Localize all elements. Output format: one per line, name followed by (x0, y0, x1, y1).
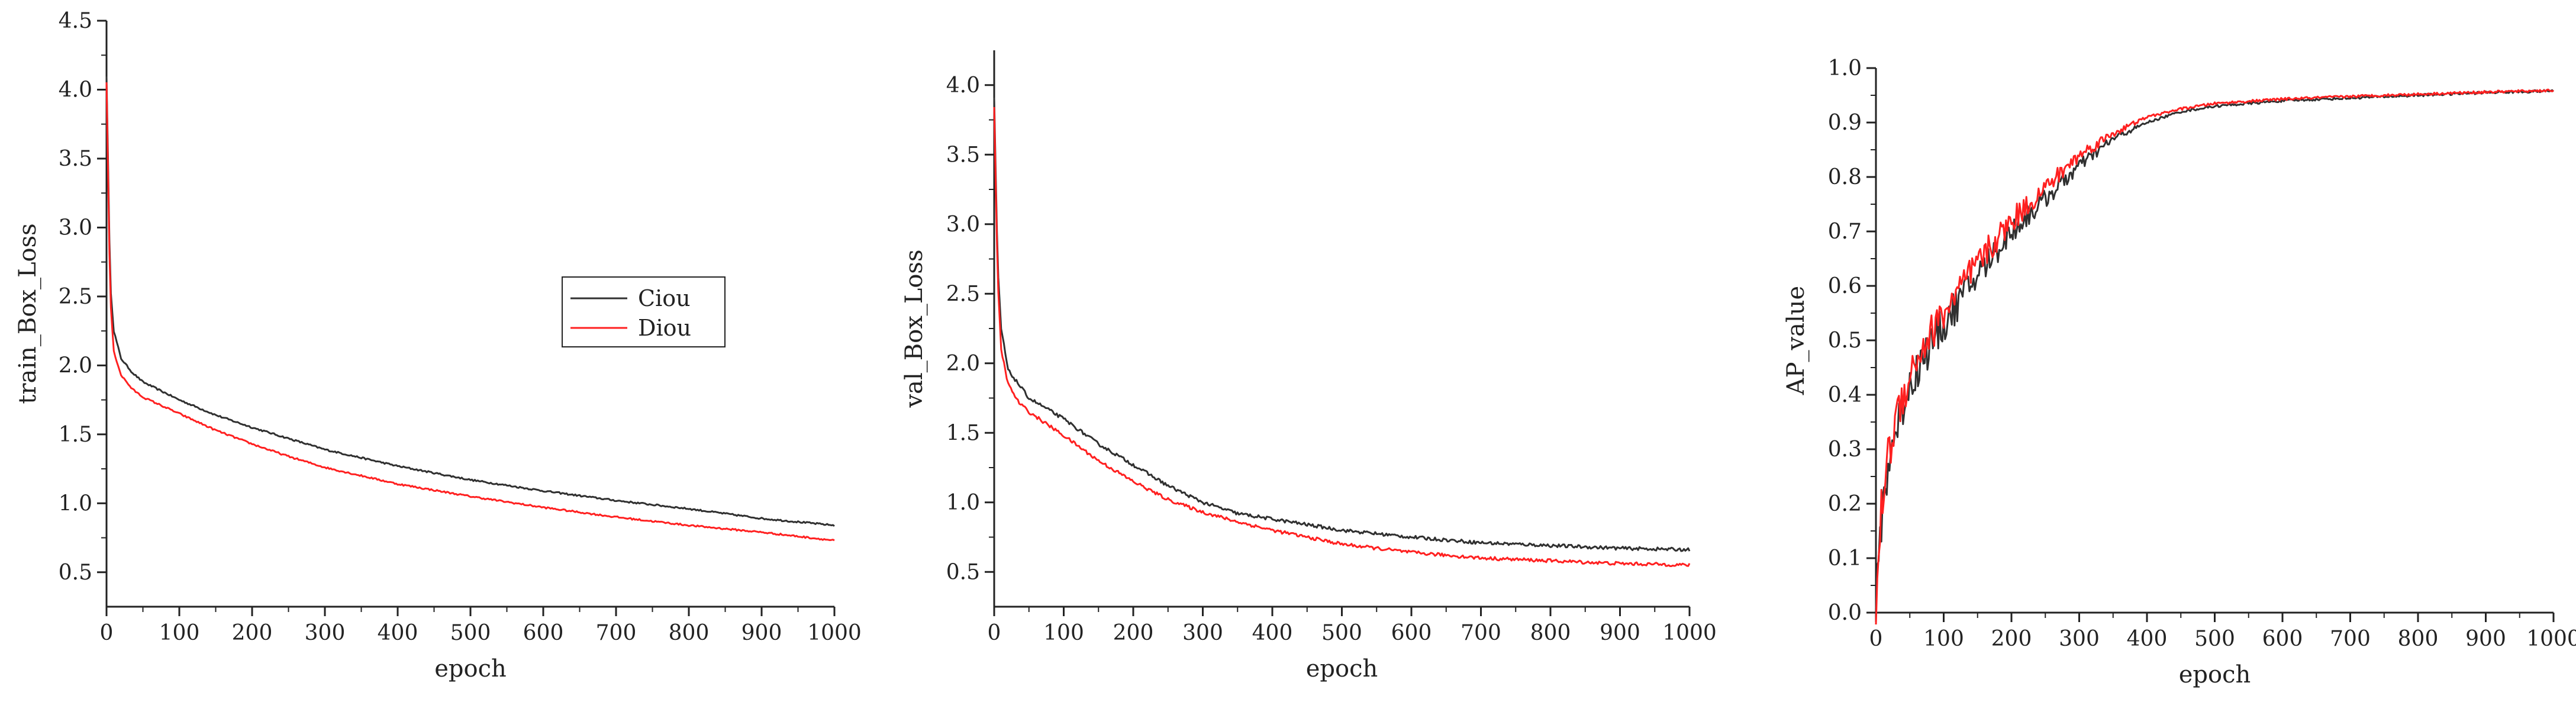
y-tick-label: 1.0 (59, 491, 92, 516)
y-tick-label: 3.5 (946, 143, 980, 167)
x-tick-label: 300 (2059, 627, 2100, 651)
y-tick-label: 2.0 (59, 353, 92, 378)
y-tick-label: 3.0 (59, 215, 92, 240)
y-tick-label: 0.2 (1828, 492, 1862, 516)
x-tick-label: 600 (1391, 621, 1432, 645)
y-tick-label: 0.3 (1828, 437, 1862, 462)
x-tick-label: 400 (2127, 627, 2168, 651)
legend-label-diou: Diou (638, 315, 691, 341)
x-tick-label: 200 (1113, 621, 1154, 645)
x-tick-label: 0 (988, 621, 1001, 645)
y-axis-title: train_Box_Loss (14, 223, 41, 404)
y-tick-label: 1.0 (1828, 56, 1862, 80)
x-axis-title: epoch (1306, 655, 1378, 682)
series-line-diou (1875, 88, 2554, 625)
series-line-ciou (1875, 89, 2555, 608)
chart-panel-1: 0 100 200 300 400 500 600 700 800 900 1000 0.5 1.0 1.… (14, 9, 862, 682)
y-tick-label: 4.0 (59, 78, 92, 102)
chart-panel-2: 0 100 200 300 400 500 600 700 800 900 1000 0.5 1.0 1.… (901, 50, 1717, 682)
x-tick-label: 0 (1869, 627, 1883, 651)
y-tick-label: 0.7 (1828, 220, 1862, 244)
y-tick-label: 4.5 (59, 9, 92, 33)
x-axis-title: epoch (2179, 661, 2251, 688)
series-line-diou (105, 82, 835, 542)
y-tick-label: 1.0 (946, 491, 980, 515)
x-axis-title: epoch (434, 655, 507, 682)
y-tick-label: 3.0 (946, 212, 980, 237)
x-tick-label: 500 (2194, 627, 2235, 651)
y-axis-title: val_Box_Loss (901, 250, 928, 408)
y-tick-label: 0.0 (1828, 601, 1862, 625)
x-tick-label: 100 (1043, 621, 1084, 645)
x-tick-label: 500 (1321, 621, 1362, 645)
y-tick-label: 3.5 (59, 147, 92, 171)
y-tick-label: 4.0 (946, 73, 980, 98)
series-line-diou (993, 107, 1691, 567)
x-tick-label: 1000 (2526, 627, 2576, 651)
y-tick-label: 0.5 (946, 560, 980, 584)
legend-label-ciou: Ciou (638, 285, 691, 311)
x-tick-label: 600 (2262, 627, 2303, 651)
x-tick-label: 400 (378, 621, 418, 645)
x-tick-label: 700 (596, 621, 637, 645)
x-tick-label: 100 (159, 621, 200, 645)
y-tick-label: 0.5 (59, 561, 92, 585)
x-tick-label: 900 (741, 621, 782, 645)
x-tick-label: 1000 (807, 621, 862, 645)
y-axis-title: AP_value (1782, 286, 1810, 395)
x-tick-label: 500 (450, 621, 491, 645)
legend: Ciou Diou (562, 276, 726, 347)
x-tick-label: 800 (1530, 621, 1571, 645)
y-tick-label: 0.5 (1828, 329, 1862, 353)
y-tick-label: 2.5 (59, 285, 92, 309)
x-tick-label: 700 (2330, 627, 2371, 651)
x-tick-label: 200 (232, 621, 273, 645)
y-tick-label: 1.5 (59, 423, 92, 447)
x-tick-label: 1000 (1662, 621, 1717, 645)
x-tick-label: 800 (2398, 627, 2439, 651)
y-tick-label: 2.5 (946, 282, 980, 306)
chart-panel-3: 0 100 200 300 400 500 600 700 800 900 1000 0.0 0.1 0.… (1782, 56, 2576, 688)
y-tick-label: 2.0 (946, 352, 980, 376)
x-tick-label: 600 (523, 621, 564, 645)
y-tick-label: 0.4 (1828, 383, 1862, 407)
y-tick-label: 0.9 (1828, 111, 1862, 135)
x-tick-label: 300 (1182, 621, 1223, 645)
x-tick-label: 400 (1252, 621, 1293, 645)
x-tick-label: 900 (2465, 627, 2506, 651)
x-tick-label: 200 (1991, 627, 2032, 651)
x-tick-label: 0 (100, 621, 114, 645)
y-tick-label: 0.6 (1828, 274, 1862, 298)
legend-box (562, 276, 726, 347)
x-tick-label: 300 (305, 621, 346, 645)
x-tick-label: 700 (1461, 621, 1501, 645)
y-tick-label: 1.5 (946, 421, 980, 445)
x-tick-label: 100 (1923, 627, 1964, 651)
x-tick-label: 800 (669, 621, 710, 645)
series-line-ciou (105, 76, 835, 527)
x-tick-label: 900 (1600, 621, 1640, 645)
y-tick-label: 0.8 (1828, 165, 1862, 189)
y-tick-label: 0.1 (1828, 546, 1862, 571)
series-line-ciou (993, 98, 1691, 552)
